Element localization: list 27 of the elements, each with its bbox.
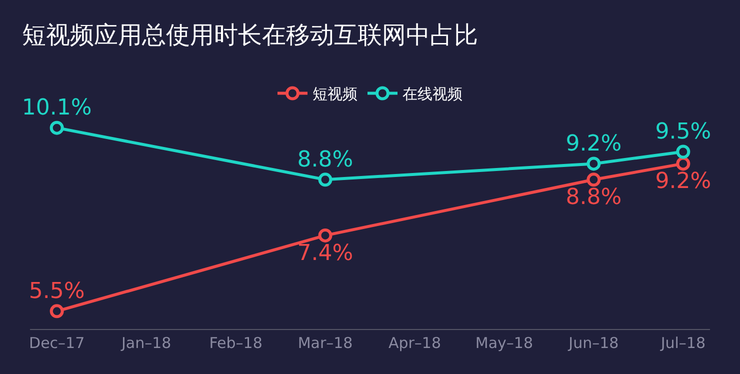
legend-label: 短视频 bbox=[312, 85, 358, 104]
x-tick-label: Dec–17 bbox=[29, 334, 85, 352]
x-tick-label: Jun–18 bbox=[568, 334, 619, 352]
point bbox=[318, 228, 332, 242]
x-tick-label: Mar–18 bbox=[298, 334, 353, 352]
point bbox=[318, 172, 332, 187]
data-label: 5.5% bbox=[28, 278, 85, 304]
point bbox=[50, 304, 64, 318]
x-tick-label: Feb–18 bbox=[209, 334, 262, 352]
x-tick-label: Jan–18 bbox=[120, 334, 172, 352]
point bbox=[676, 156, 690, 171]
x-tick-label: May–18 bbox=[475, 334, 534, 352]
data-label: 10.1% bbox=[22, 95, 92, 120]
point bbox=[586, 156, 601, 171]
point bbox=[586, 172, 601, 187]
data-label: 9.5% bbox=[655, 119, 712, 144]
data-label: 9.2% bbox=[655, 169, 712, 194]
data-label: 8.8% bbox=[297, 147, 354, 172]
point bbox=[676, 144, 690, 159]
x-tick-label: Jul–18 bbox=[660, 334, 706, 352]
data-label: 9.2% bbox=[566, 131, 622, 156]
point bbox=[50, 120, 64, 135]
legend-label: 在线视频 bbox=[402, 85, 462, 104]
data-label: 7.4% bbox=[297, 240, 354, 266]
x-tick-label: Apr–18 bbox=[388, 334, 442, 352]
chart-title: 短视频应用总使用时长在移动互联网中占比 bbox=[22, 20, 478, 49]
data-label: 8.8% bbox=[566, 185, 622, 210]
